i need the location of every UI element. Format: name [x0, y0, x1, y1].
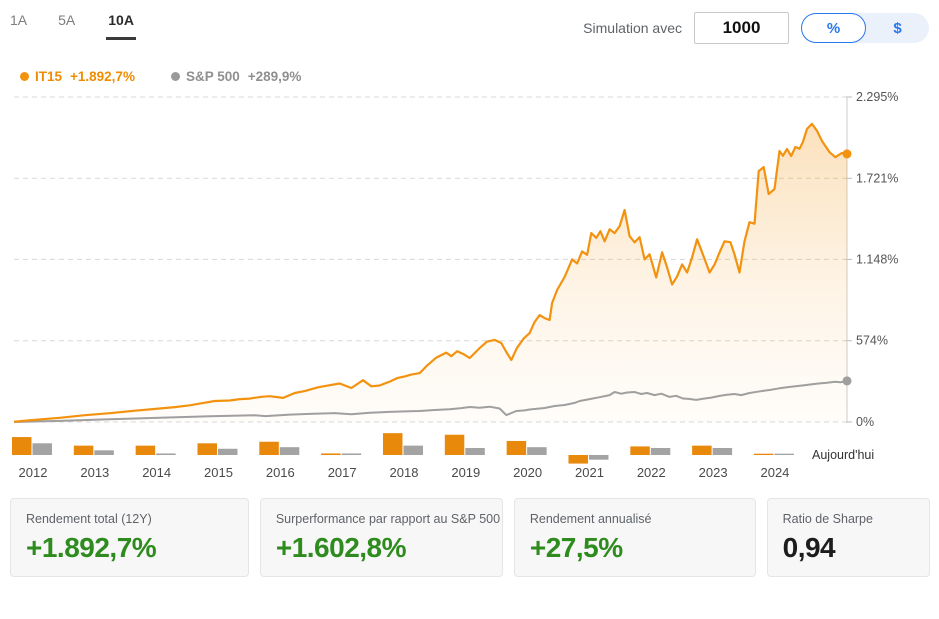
it15-dot-icon	[20, 71, 29, 81]
x-axis-year-label: 2021	[575, 465, 604, 480]
y-axis-label: 1.148%	[856, 252, 898, 266]
tab-5a[interactable]: 5A	[58, 12, 76, 28]
it15-annual-bar-2017	[321, 453, 341, 455]
x-axis-year-label: 2024	[760, 465, 789, 480]
card-total-return: Rendement total (12Y) +1.892,7%	[10, 498, 249, 577]
x-axis-year-label: 2015	[204, 465, 233, 480]
it15-annual-bar-2016	[259, 441, 279, 455]
period-tabs: 1A 5A 10A	[10, 12, 136, 40]
card-label: Rendement annualisé	[529, 512, 652, 526]
it15-annual-bar-2015	[197, 443, 217, 455]
tab-10a[interactable]: 10A	[106, 12, 136, 40]
percent-toggle-button[interactable]: %	[801, 13, 866, 43]
simulation-controls: Simulation avec % $	[583, 12, 929, 44]
it15-annual-bar-2020	[506, 440, 527, 455]
legend-item-sp500[interactable]: S&P 500 +289,9%	[170, 68, 302, 84]
card-value: +1.892,7%	[26, 532, 157, 563]
y-axis-label: 0%	[856, 415, 874, 429]
it15-area-fill	[14, 123, 847, 423]
card-annualized-return: Rendement annualisé +27,5%	[513, 498, 756, 577]
sp500-annual-bar-2019	[465, 447, 485, 455]
x-axis-year-label: 2012	[19, 465, 48, 480]
sp500-return-value: +289,9%	[247, 68, 302, 84]
sp500-annual-bar-2022	[650, 447, 671, 455]
today-label: Aujourd'hui	[812, 448, 874, 462]
stat-cards: Rendement total (12Y) +1.892,7% Surperfo…	[0, 490, 939, 577]
sp500-annual-bar-2020	[527, 447, 547, 455]
x-axis-year-label: 2014	[142, 465, 171, 480]
sp500-annual-bar-2023	[712, 447, 733, 455]
card-label: Surperformance par rapport au S&P 500	[275, 512, 501, 526]
sp500-annual-bar-2016	[279, 447, 300, 455]
performance-chart: 0% 574% 1.148% 1.721% 2.295% 2012 2013 2014 2015…	[0, 88, 939, 490]
it15-annual-bar-2013	[73, 445, 94, 455]
card-sharpe-ratio: Ratio de Sharpe 0,94	[766, 498, 930, 577]
x-axis-year-label: 2018	[390, 465, 419, 480]
header: 1A 5A 10A Simulation avec % $	[0, 0, 939, 50]
it15-annual-bar-2023	[692, 445, 712, 455]
it15-line	[13, 122, 848, 423]
card-label: Rendement total (12Y)	[26, 512, 152, 526]
it15-annual-bar-2012	[12, 437, 32, 455]
it15-annual-bar-2024	[753, 453, 774, 455]
sp500-annual-bar-2012	[32, 443, 52, 455]
it15-annual-bar-2018	[382, 433, 403, 455]
sp500-end-dot	[842, 376, 852, 386]
sp500-annual-bar-2013	[94, 450, 114, 455]
it15-end-dot	[842, 149, 852, 159]
chart-legend: IT15 +1.892,7% S&P 500 +289,9%	[0, 50, 939, 88]
it15-return-value: +1.892,7%	[70, 68, 135, 84]
x-axis-year-label: 2023	[699, 465, 728, 480]
x-axis-year-label: 2017	[328, 465, 357, 480]
simulation-label: Simulation avec	[583, 20, 682, 36]
it15-annual-bar-2019	[444, 434, 465, 455]
y-axis-label: 2.295%	[856, 90, 898, 104]
sp500-annual-bar-2018	[403, 445, 423, 455]
sp500-annual-bar-2015	[217, 448, 238, 455]
card-value: +27,5%	[529, 532, 623, 563]
sp500-annual-bar-2017	[341, 453, 362, 455]
card-label: Ratio de Sharpe	[782, 512, 873, 526]
sp500-annual-bar-2024	[774, 453, 794, 455]
x-axis-year-label: 2016	[266, 465, 295, 480]
card-outperformance: Surperformance par rapport au S&P 500 +1…	[259, 498, 503, 577]
legend-item-it15[interactable]: IT15 +1.892,7%	[20, 69, 135, 84]
x-axis-year-label: 2020	[513, 465, 542, 480]
x-axis-year-label: 2022	[637, 465, 666, 480]
simulation-amount-input[interactable]	[694, 12, 789, 44]
card-value: 0,94	[782, 532, 836, 563]
sp500-name: S&P 500	[185, 68, 240, 84]
unit-toggle: % $	[801, 13, 929, 43]
x-axis-year-label: 2019	[451, 465, 480, 480]
chart-canvas[interactable]: 0% 574% 1.148% 1.721% 2.295% 2012 2013 2014 2015…	[0, 88, 939, 490]
y-axis-label: 574%	[856, 334, 888, 348]
sp500-dot-icon	[170, 71, 180, 81]
tab-1a[interactable]: 1A	[10, 12, 28, 28]
sp500-line	[13, 379, 848, 423]
y-axis-label: 1.721%	[856, 171, 898, 185]
it15-annual-bar-2021	[568, 455, 588, 464]
it15-name: IT15	[35, 68, 63, 84]
dollar-toggle-button[interactable]: $	[893, 19, 902, 37]
it15-annual-bar-2022	[630, 446, 650, 455]
sp500-annual-bar-2014	[156, 453, 176, 455]
sp500-annual-bar-2021	[588, 455, 609, 460]
x-axis-year-label: 2013	[80, 465, 109, 480]
it15-annual-bar-2014	[135, 445, 156, 455]
card-value: +1.602,8%	[275, 532, 407, 563]
